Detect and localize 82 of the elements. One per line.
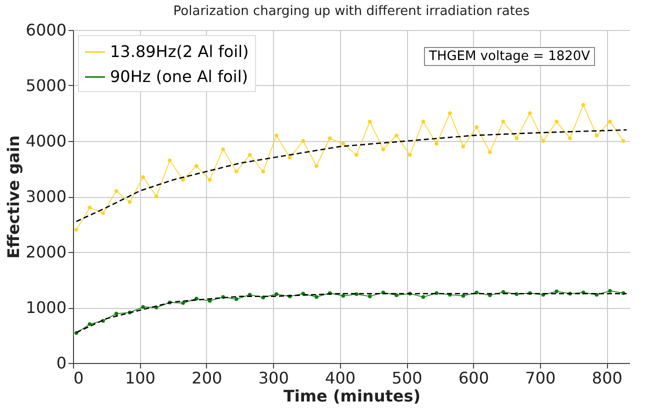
point [114, 189, 118, 193]
point [488, 150, 492, 154]
x-tick-label: 200 [192, 368, 222, 388]
point [474, 290, 478, 294]
point [461, 294, 466, 298]
point [461, 144, 466, 148]
point [394, 293, 398, 298]
point [541, 139, 546, 143]
point [368, 120, 372, 124]
point [88, 322, 92, 326]
point [368, 294, 372, 298]
point [314, 164, 318, 168]
point [314, 295, 318, 299]
point [194, 296, 198, 300]
point [141, 305, 145, 309]
point [501, 120, 506, 124]
x-tick-label: 800 [592, 368, 622, 388]
point [154, 194, 158, 198]
chart-title: Polarization charging up with different irradiation rates [173, 4, 530, 19]
x-tick-label: 600 [458, 368, 490, 388]
point [128, 200, 132, 204]
point [274, 292, 278, 296]
point [408, 153, 412, 157]
point [594, 292, 599, 297]
point [568, 136, 572, 140]
point [248, 153, 252, 157]
x-tick-label: 100 [124, 368, 156, 388]
x-tick-label: 700 [525, 368, 556, 388]
point [208, 178, 212, 182]
point [141, 175, 145, 179]
y-tick-label: 1000 [26, 298, 66, 317]
point [421, 120, 426, 124]
point [434, 142, 438, 146]
point [514, 136, 518, 140]
point [394, 134, 398, 138]
point [181, 178, 185, 182]
point [114, 312, 118, 316]
point [554, 120, 558, 124]
y-tick-label: 5000 [26, 76, 66, 95]
y-tick-label: 0 [56, 354, 66, 372]
point [354, 153, 358, 157]
point [421, 295, 426, 299]
point [101, 211, 105, 216]
point [234, 297, 238, 302]
point [274, 134, 278, 138]
point [341, 294, 346, 298]
point [608, 120, 612, 124]
point [448, 111, 452, 116]
y-axis-title: Effective gain [4, 135, 23, 259]
point [301, 139, 306, 143]
point [261, 170, 265, 174]
point [474, 125, 478, 129]
point [328, 136, 332, 140]
annotation: THGEM voltage = 1820V [424, 47, 596, 66]
point [88, 206, 92, 210]
y-tick-label: 3000 [26, 187, 66, 206]
x-axis-title: Time (minutes) [283, 386, 421, 406]
point [288, 156, 292, 160]
point [594, 134, 599, 138]
point [194, 164, 198, 168]
x-tick-label: 300 [258, 368, 289, 388]
x-tick-label: 0 [74, 368, 84, 388]
y-tick-label: 4000 [26, 132, 66, 150]
point [554, 290, 558, 294]
x-tick-label: 500 [392, 368, 422, 388]
point [341, 142, 346, 146]
y-tick-label: 2000 [26, 242, 66, 262]
legend-label: 90Hz (one Al foil) [110, 67, 248, 86]
y-tick-label: 6000 [26, 20, 66, 40]
point [181, 301, 185, 305]
point [528, 111, 532, 116]
point [381, 147, 386, 152]
line-series [76, 129, 628, 222]
x-tick-label: 400 [325, 368, 356, 388]
point [621, 139, 626, 143]
point [168, 158, 172, 162]
point [608, 288, 612, 293]
point [221, 147, 225, 152]
point [234, 170, 238, 174]
point [581, 103, 586, 107]
point [74, 228, 78, 232]
legend-label: 13.89Hz(2 Al foil) [110, 42, 249, 61]
